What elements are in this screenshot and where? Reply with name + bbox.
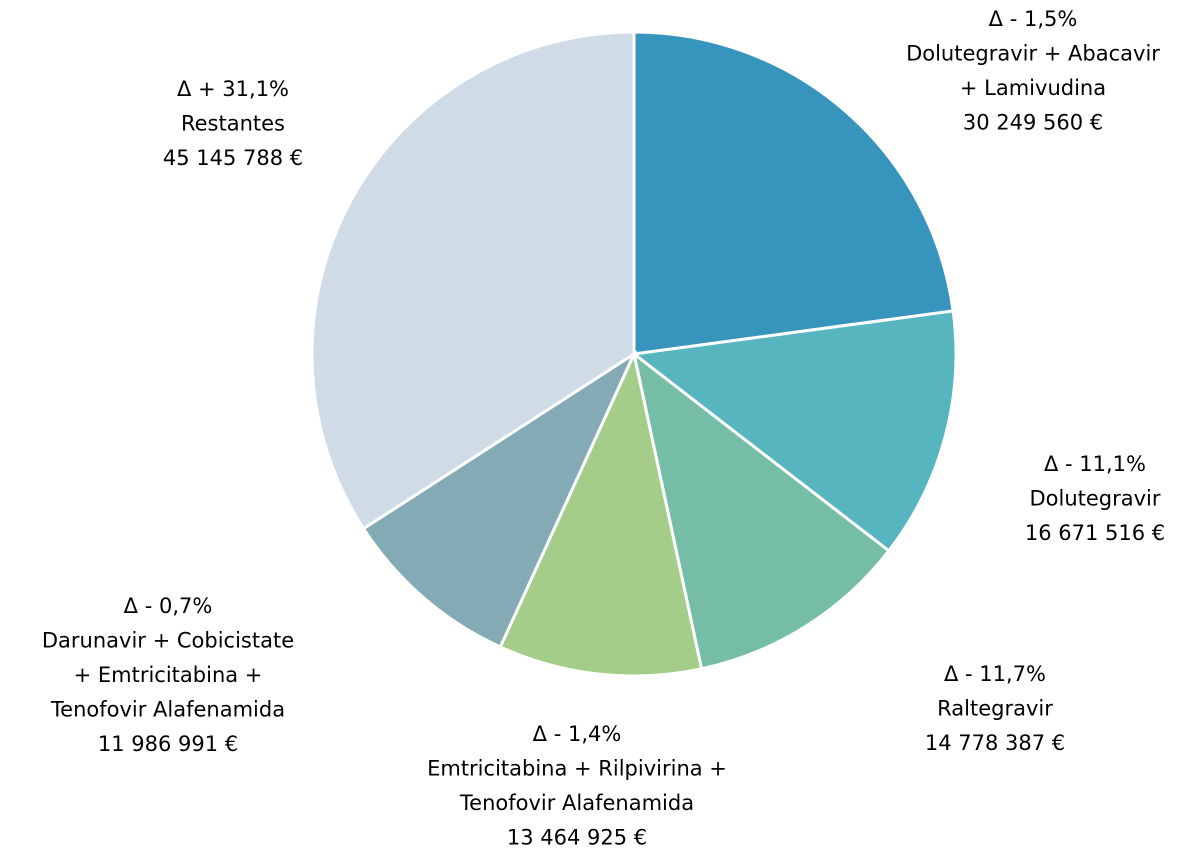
change-label: Δ - 1,5% [989, 7, 1078, 31]
value-label: 11 986 991 € [98, 732, 238, 756]
category-label: Restantes [181, 112, 285, 136]
change-label: Δ - 11,1% [1044, 452, 1146, 476]
change-label: Δ + 31,1% [177, 77, 289, 101]
category-label: Tenofovir Alafenamida [459, 791, 694, 815]
change-label: Δ - 1,4% [533, 722, 622, 746]
value-label: 14 778 387 € [925, 731, 1065, 755]
category-label: Darunavir + Cobicistate [42, 629, 294, 653]
pie-slice [631, 350, 891, 671]
category-label: Raltegravir [937, 697, 1053, 721]
pie-slice [632, 30, 955, 356]
change-label: Δ - 11,7% [944, 662, 1046, 686]
pie-slice [310, 30, 636, 531]
value-label: 13 464 925 € [507, 826, 647, 850]
category-label: + Lamivudina [960, 76, 1106, 100]
pie-slice [361, 349, 638, 649]
category-label: Tenofovir Alafenamida [50, 698, 285, 722]
value-label: 45 145 788 € [163, 146, 303, 170]
value-label: 30 249 560 € [963, 111, 1103, 135]
category-label: Dolutegravir [1029, 487, 1160, 511]
pie-slice [630, 309, 958, 553]
pie-slice [498, 349, 704, 678]
category-label: + Emtricitabina + [74, 663, 263, 687]
change-label: Δ - 0,7% [124, 594, 213, 618]
category-label: Dolutegravir + Abacavir [906, 42, 1160, 66]
value-label: 16 671 516 € [1025, 521, 1165, 545]
category-label: Emtricitabina + Rilpivirina + [427, 757, 727, 781]
